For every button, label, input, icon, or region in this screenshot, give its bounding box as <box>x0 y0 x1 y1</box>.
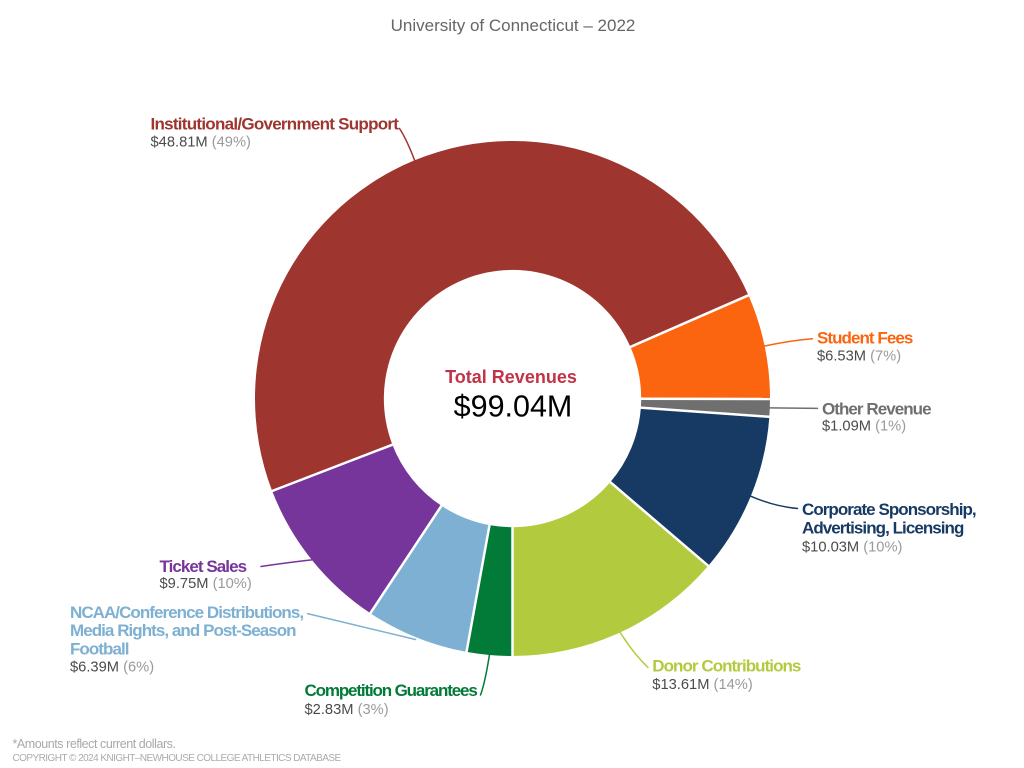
svg-text:Corporate Sponsorship,: Corporate Sponsorship, <box>802 500 976 519</box>
svg-text:Competition Guarantees: Competition Guarantees <box>305 681 478 700</box>
svg-text:Media Rights, and Post-Season: Media Rights, and Post-Season <box>70 621 296 640</box>
svg-text:$99.04M: $99.04M <box>454 389 573 423</box>
svg-text:COPYRIGHT © 2024 KNIGHT–NEWHOU: COPYRIGHT © 2024 KNIGHT–NEWHOUSE COLLEGE… <box>13 753 342 764</box>
svg-text:$9.75M (10%): $9.75M (10%) <box>160 576 252 592</box>
svg-text:Advertising, Licensing: Advertising, Licensing <box>802 518 964 537</box>
svg-text:Student Fees: Student Fees <box>817 329 913 348</box>
svg-text:NCAA/Conference Distributions,: NCAA/Conference Distributions, <box>70 603 303 622</box>
svg-text:*Amounts reflect current dolla: *Amounts reflect current dollars. <box>13 737 176 751</box>
svg-text:$13.61M (14%): $13.61M (14%) <box>652 677 752 693</box>
svg-text:$6.53M (7%): $6.53M (7%) <box>817 348 901 364</box>
svg-text:$1.09M (1%): $1.09M (1%) <box>822 418 906 434</box>
svg-text:$2.83M (3%): $2.83M (3%) <box>305 702 389 718</box>
svg-text:University of Connecticut – 20: University of Connecticut – 2022 <box>391 16 636 35</box>
svg-text:Institutional/Government Suppo: Institutional/Government Support <box>151 115 400 134</box>
svg-text:Total Revenues: Total Revenues <box>445 367 577 387</box>
svg-text:Ticket Sales: Ticket Sales <box>160 557 247 576</box>
svg-text:$48.81M (49%): $48.81M (49%) <box>151 134 251 150</box>
svg-text:Donor Contributions: Donor Contributions <box>652 656 801 675</box>
svg-text:$6.39M (6%): $6.39M (6%) <box>70 660 154 676</box>
svg-text:$10.03M (10%): $10.03M (10%) <box>802 539 902 555</box>
svg-text:Other Revenue: Other Revenue <box>822 399 931 418</box>
svg-text:Football: Football <box>70 639 129 658</box>
